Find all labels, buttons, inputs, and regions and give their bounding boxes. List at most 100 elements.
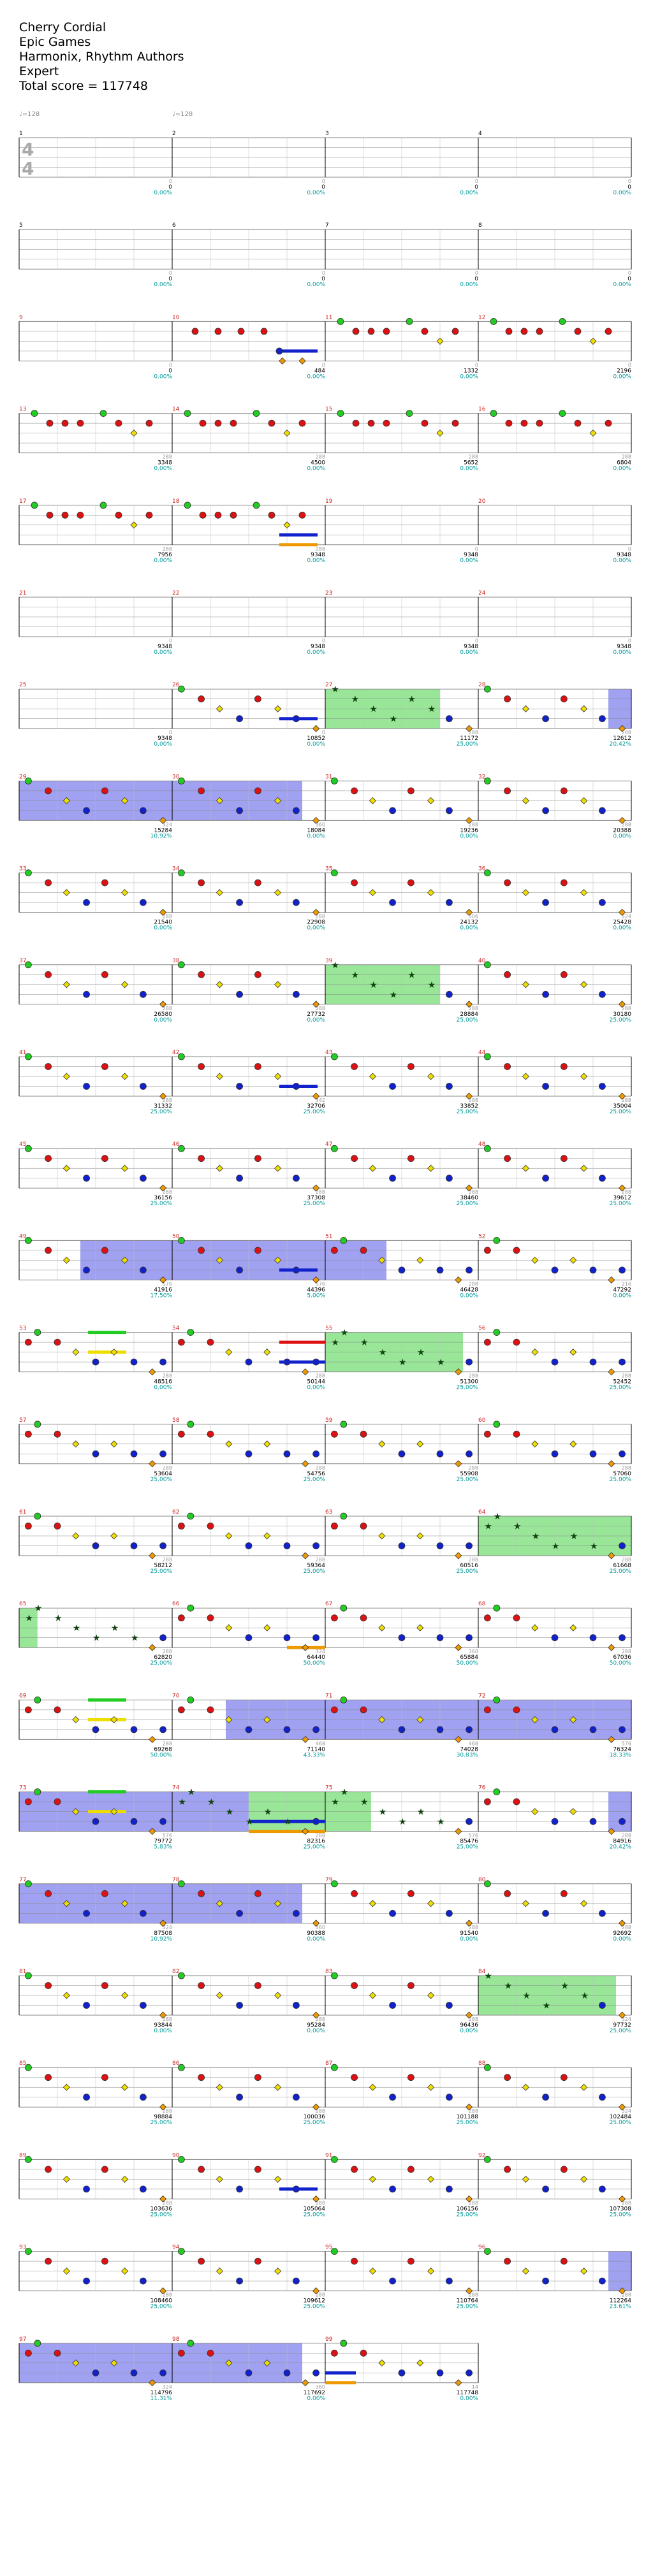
- note-gem: [177, 2155, 185, 2163]
- note-gem: [312, 1726, 320, 1733]
- measure-streak: 360: [316, 2384, 325, 2390]
- measure-percent: 25.00%: [457, 1568, 479, 1575]
- note-gem: [340, 1696, 348, 1704]
- measure-score: 0: [168, 184, 172, 191]
- hopo-note: [216, 889, 223, 897]
- measure-percent: 25.00%: [457, 1477, 479, 1483]
- measure-streak: 324: [163, 821, 172, 827]
- measure-percent: 0.00%: [154, 741, 172, 748]
- hopo-note: [159, 2103, 167, 2111]
- note-gem: [331, 1880, 338, 1888]
- hopo-note: [531, 1716, 539, 1723]
- hopo-note: [569, 1808, 577, 1816]
- measure-score: 9348: [464, 552, 478, 558]
- note-gem: [493, 1696, 501, 1704]
- measure-number: 11: [325, 314, 332, 321]
- note-gem: [253, 410, 260, 417]
- measure-number: 24: [478, 590, 486, 597]
- hopo-note: [274, 1164, 282, 1172]
- note-gem: [466, 2369, 473, 2377]
- note-gem: [389, 1909, 396, 1917]
- note-gem: [561, 2074, 568, 2081]
- hopo-note: [62, 2268, 70, 2275]
- hopo-note: [225, 2359, 233, 2367]
- hopo-note: [589, 430, 597, 437]
- hopo-note: [121, 1992, 129, 1999]
- measure-streak: 288: [316, 2108, 325, 2114]
- hopo-note: [522, 2268, 529, 2275]
- measure-score: 62820: [154, 1654, 172, 1661]
- measure-percent: 0.00%: [154, 282, 172, 288]
- measure-score: 9348: [464, 644, 478, 650]
- measure-score: 5652: [464, 460, 478, 467]
- note-gem: [45, 1982, 52, 1989]
- hopo-note: [110, 1532, 118, 1540]
- hopo-note: [72, 2359, 80, 2367]
- hopo-note: [149, 1828, 156, 1835]
- measure-score: 100036: [304, 2114, 326, 2120]
- measure-streak: 288: [469, 454, 478, 460]
- note-gem: [214, 419, 222, 427]
- measure-streak: 288: [163, 1740, 172, 1746]
- note-gem: [331, 778, 338, 785]
- measure-streak: 0: [628, 362, 631, 368]
- hopo-note: [216, 1992, 223, 1999]
- star-note: ★: [428, 980, 436, 990]
- measure-score: 30180: [613, 1011, 631, 1018]
- star-note: ★: [399, 1357, 407, 1368]
- star-note: ★: [561, 1981, 569, 1992]
- note-gem: [493, 1237, 501, 1244]
- note-gem: [407, 1155, 415, 1162]
- hopo-note: [216, 1900, 223, 1907]
- note-gem: [25, 1338, 32, 1346]
- note-gem: [54, 1430, 61, 1438]
- measure-number: 45: [19, 1141, 26, 1148]
- measure-score: 46428: [460, 1287, 478, 1293]
- note-gem: [292, 1175, 300, 1182]
- measure-number: 38: [172, 958, 180, 964]
- note-gem: [331, 1972, 338, 1979]
- hopo-note: [369, 2083, 376, 2091]
- measure-score: 12612: [613, 735, 631, 742]
- hopo-note: [62, 797, 70, 804]
- measure-number: 63: [325, 1509, 332, 1516]
- note-gem: [130, 1726, 138, 1733]
- note-gem: [389, 2277, 396, 2285]
- note-gem: [61, 511, 69, 519]
- hopo-note: [121, 1164, 129, 1172]
- note-gem: [451, 419, 459, 427]
- star-note: ★: [331, 1338, 339, 1348]
- measure-number: 1: [19, 131, 23, 137]
- measure-percent: 25.00%: [457, 2211, 479, 2218]
- measure-percent: 20.42%: [610, 741, 632, 748]
- measure-percent: 0.00%: [307, 1385, 325, 1391]
- star-note: ★: [379, 1807, 387, 1818]
- measure-score: 33852: [460, 1103, 478, 1110]
- hopo-note: [159, 909, 167, 916]
- note-gem: [139, 1909, 147, 1917]
- note-gem: [513, 1706, 520, 1714]
- note-gem: [484, 1706, 491, 1714]
- hopo-note: [580, 2083, 588, 2091]
- note-gem: [54, 1338, 61, 1346]
- measure-streak: 288: [622, 1465, 631, 1471]
- note-gem: [177, 1523, 185, 1530]
- hopo-note: [216, 797, 223, 804]
- measure-number: 35: [325, 866, 332, 872]
- measure-percent: 0.00%: [307, 558, 325, 564]
- total-score: Total score = 117748: [19, 79, 148, 93]
- star-note: ★: [543, 2001, 551, 2011]
- measure-score: 79772: [154, 1839, 172, 1845]
- hopo-note: [369, 1164, 376, 1172]
- note-gem: [436, 1450, 444, 1458]
- note-gem: [504, 1155, 511, 1162]
- star-note: ★: [390, 990, 398, 1000]
- note-gem: [484, 1880, 491, 1888]
- note-gem: [298, 511, 306, 519]
- hopo-note: [369, 1992, 376, 1999]
- hopo-note: [216, 1256, 223, 1264]
- measure-score: 0: [168, 276, 172, 282]
- measure-score: 4500: [311, 460, 325, 467]
- note-gem: [198, 2074, 205, 2081]
- measure-streak: 288: [469, 1189, 478, 1195]
